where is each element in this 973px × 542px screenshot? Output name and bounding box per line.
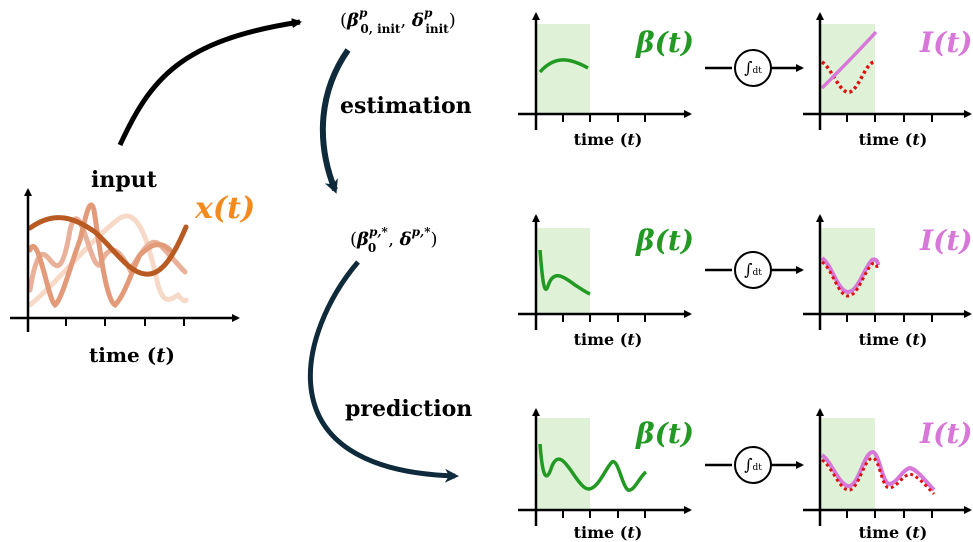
i-x-axis-label: time (t): [859, 130, 928, 149]
input-x-ticks: [65, 318, 185, 326]
i-window: [820, 24, 875, 114]
i-curve: [820, 30, 878, 90]
input-signal-light: [27, 213, 189, 308]
input-signal-dark: [27, 215, 189, 277]
input-signal-label: x(t): [194, 191, 255, 226]
input-x-axis-label: time (t): [89, 343, 175, 367]
i-label: I(t): [919, 417, 973, 450]
prediction-arrow: [307, 260, 459, 483]
i-curve: [820, 449, 936, 492]
input-signal-medium: [27, 202, 173, 309]
init-params: (βp 0, init, δp init): [340, 6, 456, 36]
beta-x-axis-label: time (t): [574, 330, 643, 349]
row-init: time (t) β(t) ∫dt time (t) I(t): [518, 12, 973, 149]
i-x-ticks: [846, 114, 933, 122]
i-curve: [820, 256, 880, 295]
beta-curve: [538, 249, 591, 296]
beta-x-ticks: [562, 510, 646, 518]
beta-x-axis-label: time (t): [574, 523, 643, 542]
row-prediction: time (t) β(t) ∫dt time (t) I(t): [518, 408, 973, 542]
input-signals: [27, 202, 189, 309]
beta-window: [536, 228, 590, 314]
input-panel: input x(t) time (t): [10, 167, 255, 367]
flow: (βp 0, init, δp init) estimation (βp,* 0, δ…: [117, 6, 472, 483]
i-x-ticks: [846, 314, 933, 322]
beta-curve: [538, 58, 589, 74]
i-x-axis-label: time (t): [859, 330, 928, 349]
i-observed: [821, 260, 879, 298]
i-label: I(t): [919, 224, 973, 257]
estimation-arrow: [319, 48, 351, 194]
estimation-label: estimation: [340, 93, 472, 119]
beta-label: β(t): [635, 26, 694, 59]
i-observed: [821, 456, 936, 496]
beta-window: [536, 418, 590, 510]
beta-label: β(t): [635, 417, 694, 450]
i-label: I(t): [919, 26, 973, 59]
i-x-ticks: [846, 510, 933, 518]
input-title: input: [91, 167, 158, 193]
estimated-params: (βp,* 0, δp,*): [350, 225, 438, 255]
beta-curve: [538, 443, 648, 492]
prediction-label: prediction: [345, 396, 472, 422]
beta-x-axis-label: time (t): [574, 130, 643, 149]
i-x-axis-label: time (t): [859, 523, 928, 542]
beta-label: β(t): [635, 224, 694, 257]
beta-x-ticks: [562, 314, 646, 322]
i-observed: [820, 60, 877, 94]
row-estimated: time (t) β(t) ∫dt time (t) I(t): [518, 214, 973, 349]
beta-x-ticks: [562, 114, 646, 122]
input-to-init-arrow: [117, 18, 302, 147]
